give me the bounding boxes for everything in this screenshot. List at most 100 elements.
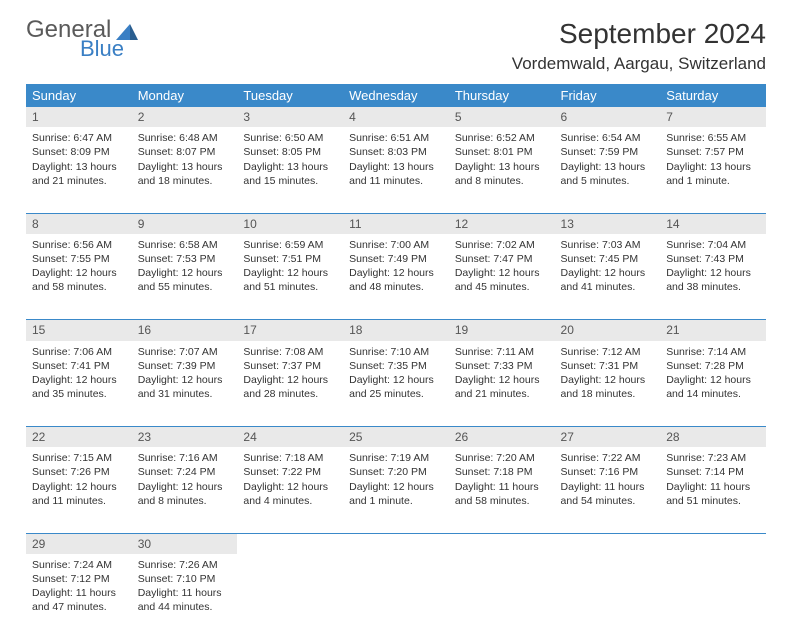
sunrise-line: Sunrise: 7:08 AM [243, 345, 337, 359]
calendar-header: SundayMondayTuesdayWednesdayThursdayFrid… [26, 84, 766, 107]
sunrise-line: Sunrise: 7:06 AM [32, 345, 126, 359]
sunset-line: Sunset: 8:09 PM [32, 145, 126, 159]
weekday-header: Saturday [660, 84, 766, 107]
daylight-line: Daylight: 12 hours and 51 minutes. [243, 266, 337, 294]
day-cell [555, 554, 661, 640]
daylight-line: Daylight: 13 hours and 1 minute. [666, 160, 760, 188]
day-cell: Sunrise: 7:14 AMSunset: 7:28 PMDaylight:… [660, 341, 766, 427]
day-cell: Sunrise: 7:08 AMSunset: 7:37 PMDaylight:… [237, 341, 343, 427]
day-cell: Sunrise: 6:52 AMSunset: 8:01 PMDaylight:… [449, 127, 555, 213]
day-number: 4 [343, 107, 449, 127]
detail-row: Sunrise: 7:06 AMSunset: 7:41 PMDaylight:… [26, 341, 766, 427]
day-number [449, 533, 555, 554]
sunrise-line: Sunrise: 7:00 AM [349, 238, 443, 252]
day-cell: Sunrise: 7:04 AMSunset: 7:43 PMDaylight:… [660, 234, 766, 320]
detail-row: Sunrise: 6:47 AMSunset: 8:09 PMDaylight:… [26, 127, 766, 213]
day-cell: Sunrise: 7:23 AMSunset: 7:14 PMDaylight:… [660, 447, 766, 533]
sunrise-line: Sunrise: 7:04 AM [666, 238, 760, 252]
sunrise-line: Sunrise: 7:12 AM [561, 345, 655, 359]
sunrise-line: Sunrise: 7:02 AM [455, 238, 549, 252]
day-number: 7 [660, 107, 766, 127]
day-number: 24 [237, 427, 343, 448]
sunset-line: Sunset: 7:39 PM [138, 359, 232, 373]
sunrise-line: Sunrise: 6:50 AM [243, 131, 337, 145]
weekday-header: Wednesday [343, 84, 449, 107]
day-number: 27 [555, 427, 661, 448]
sunrise-line: Sunrise: 7:23 AM [666, 451, 760, 465]
sunrise-line: Sunrise: 6:48 AM [138, 131, 232, 145]
sunset-line: Sunset: 7:24 PM [138, 465, 232, 479]
day-number: 12 [449, 213, 555, 234]
daylight-line: Daylight: 12 hours and 4 minutes. [243, 480, 337, 508]
daylight-line: Daylight: 13 hours and 18 minutes. [138, 160, 232, 188]
daylight-line: Daylight: 13 hours and 5 minutes. [561, 160, 655, 188]
sunrise-line: Sunrise: 6:59 AM [243, 238, 337, 252]
day-number: 22 [26, 427, 132, 448]
sunset-line: Sunset: 7:37 PM [243, 359, 337, 373]
sunset-line: Sunset: 7:22 PM [243, 465, 337, 479]
daylight-line: Daylight: 13 hours and 15 minutes. [243, 160, 337, 188]
header: General Blue September 2024 Vordemwald, … [26, 18, 766, 74]
daynum-row: 1234567 [26, 107, 766, 127]
day-number: 25 [343, 427, 449, 448]
location-label: Vordemwald, Aargau, Switzerland [512, 54, 766, 74]
day-number: 8 [26, 213, 132, 234]
day-number: 23 [132, 427, 238, 448]
weekday-header: Tuesday [237, 84, 343, 107]
sunrise-line: Sunrise: 7:10 AM [349, 345, 443, 359]
day-cell: Sunrise: 7:18 AMSunset: 7:22 PMDaylight:… [237, 447, 343, 533]
sunrise-line: Sunrise: 6:55 AM [666, 131, 760, 145]
day-number: 15 [26, 320, 132, 341]
day-number: 10 [237, 213, 343, 234]
day-cell [237, 554, 343, 640]
logo-word-blue: Blue [80, 38, 138, 60]
day-cell: Sunrise: 7:15 AMSunset: 7:26 PMDaylight:… [26, 447, 132, 533]
calendar-table: SundayMondayTuesdayWednesdayThursdayFrid… [26, 84, 766, 640]
day-cell: Sunrise: 6:47 AMSunset: 8:09 PMDaylight:… [26, 127, 132, 213]
sunrise-line: Sunrise: 6:54 AM [561, 131, 655, 145]
day-number: 30 [132, 533, 238, 554]
day-cell: Sunrise: 6:56 AMSunset: 7:55 PMDaylight:… [26, 234, 132, 320]
day-number: 11 [343, 213, 449, 234]
sunset-line: Sunset: 7:31 PM [561, 359, 655, 373]
sunset-line: Sunset: 7:45 PM [561, 252, 655, 266]
weekday-header: Sunday [26, 84, 132, 107]
sunrise-line: Sunrise: 7:07 AM [138, 345, 232, 359]
logo: General Blue [26, 18, 138, 60]
day-number: 1 [26, 107, 132, 127]
day-cell [660, 554, 766, 640]
daylight-line: Daylight: 12 hours and 31 minutes. [138, 373, 232, 401]
sunrise-line: Sunrise: 7:16 AM [138, 451, 232, 465]
day-cell: Sunrise: 7:24 AMSunset: 7:12 PMDaylight:… [26, 554, 132, 640]
daynum-row: 15161718192021 [26, 320, 766, 341]
daynum-row: 891011121314 [26, 213, 766, 234]
sunset-line: Sunset: 7:55 PM [32, 252, 126, 266]
sunrise-line: Sunrise: 7:14 AM [666, 345, 760, 359]
daylight-line: Daylight: 12 hours and 48 minutes. [349, 266, 443, 294]
daylight-line: Daylight: 11 hours and 47 minutes. [32, 586, 126, 614]
day-number: 6 [555, 107, 661, 127]
day-number: 13 [555, 213, 661, 234]
daylight-line: Daylight: 12 hours and 25 minutes. [349, 373, 443, 401]
day-number: 14 [660, 213, 766, 234]
day-cell: Sunrise: 6:59 AMSunset: 7:51 PMDaylight:… [237, 234, 343, 320]
daylight-line: Daylight: 13 hours and 11 minutes. [349, 160, 443, 188]
day-number: 16 [132, 320, 238, 341]
day-cell: Sunrise: 7:02 AMSunset: 7:47 PMDaylight:… [449, 234, 555, 320]
day-cell: Sunrise: 7:26 AMSunset: 7:10 PMDaylight:… [132, 554, 238, 640]
sunset-line: Sunset: 7:26 PM [32, 465, 126, 479]
sunrise-line: Sunrise: 7:15 AM [32, 451, 126, 465]
sunset-line: Sunset: 8:03 PM [349, 145, 443, 159]
day-number: 5 [449, 107, 555, 127]
sunset-line: Sunset: 7:57 PM [666, 145, 760, 159]
daynum-row: 22232425262728 [26, 427, 766, 448]
day-cell: Sunrise: 7:07 AMSunset: 7:39 PMDaylight:… [132, 341, 238, 427]
day-cell: Sunrise: 6:48 AMSunset: 8:07 PMDaylight:… [132, 127, 238, 213]
day-number: 3 [237, 107, 343, 127]
sunrise-line: Sunrise: 6:51 AM [349, 131, 443, 145]
sunrise-line: Sunrise: 7:26 AM [138, 558, 232, 572]
daylight-line: Daylight: 13 hours and 8 minutes. [455, 160, 549, 188]
sunset-line: Sunset: 7:51 PM [243, 252, 337, 266]
sunset-line: Sunset: 8:01 PM [455, 145, 549, 159]
daylight-line: Daylight: 11 hours and 44 minutes. [138, 586, 232, 614]
